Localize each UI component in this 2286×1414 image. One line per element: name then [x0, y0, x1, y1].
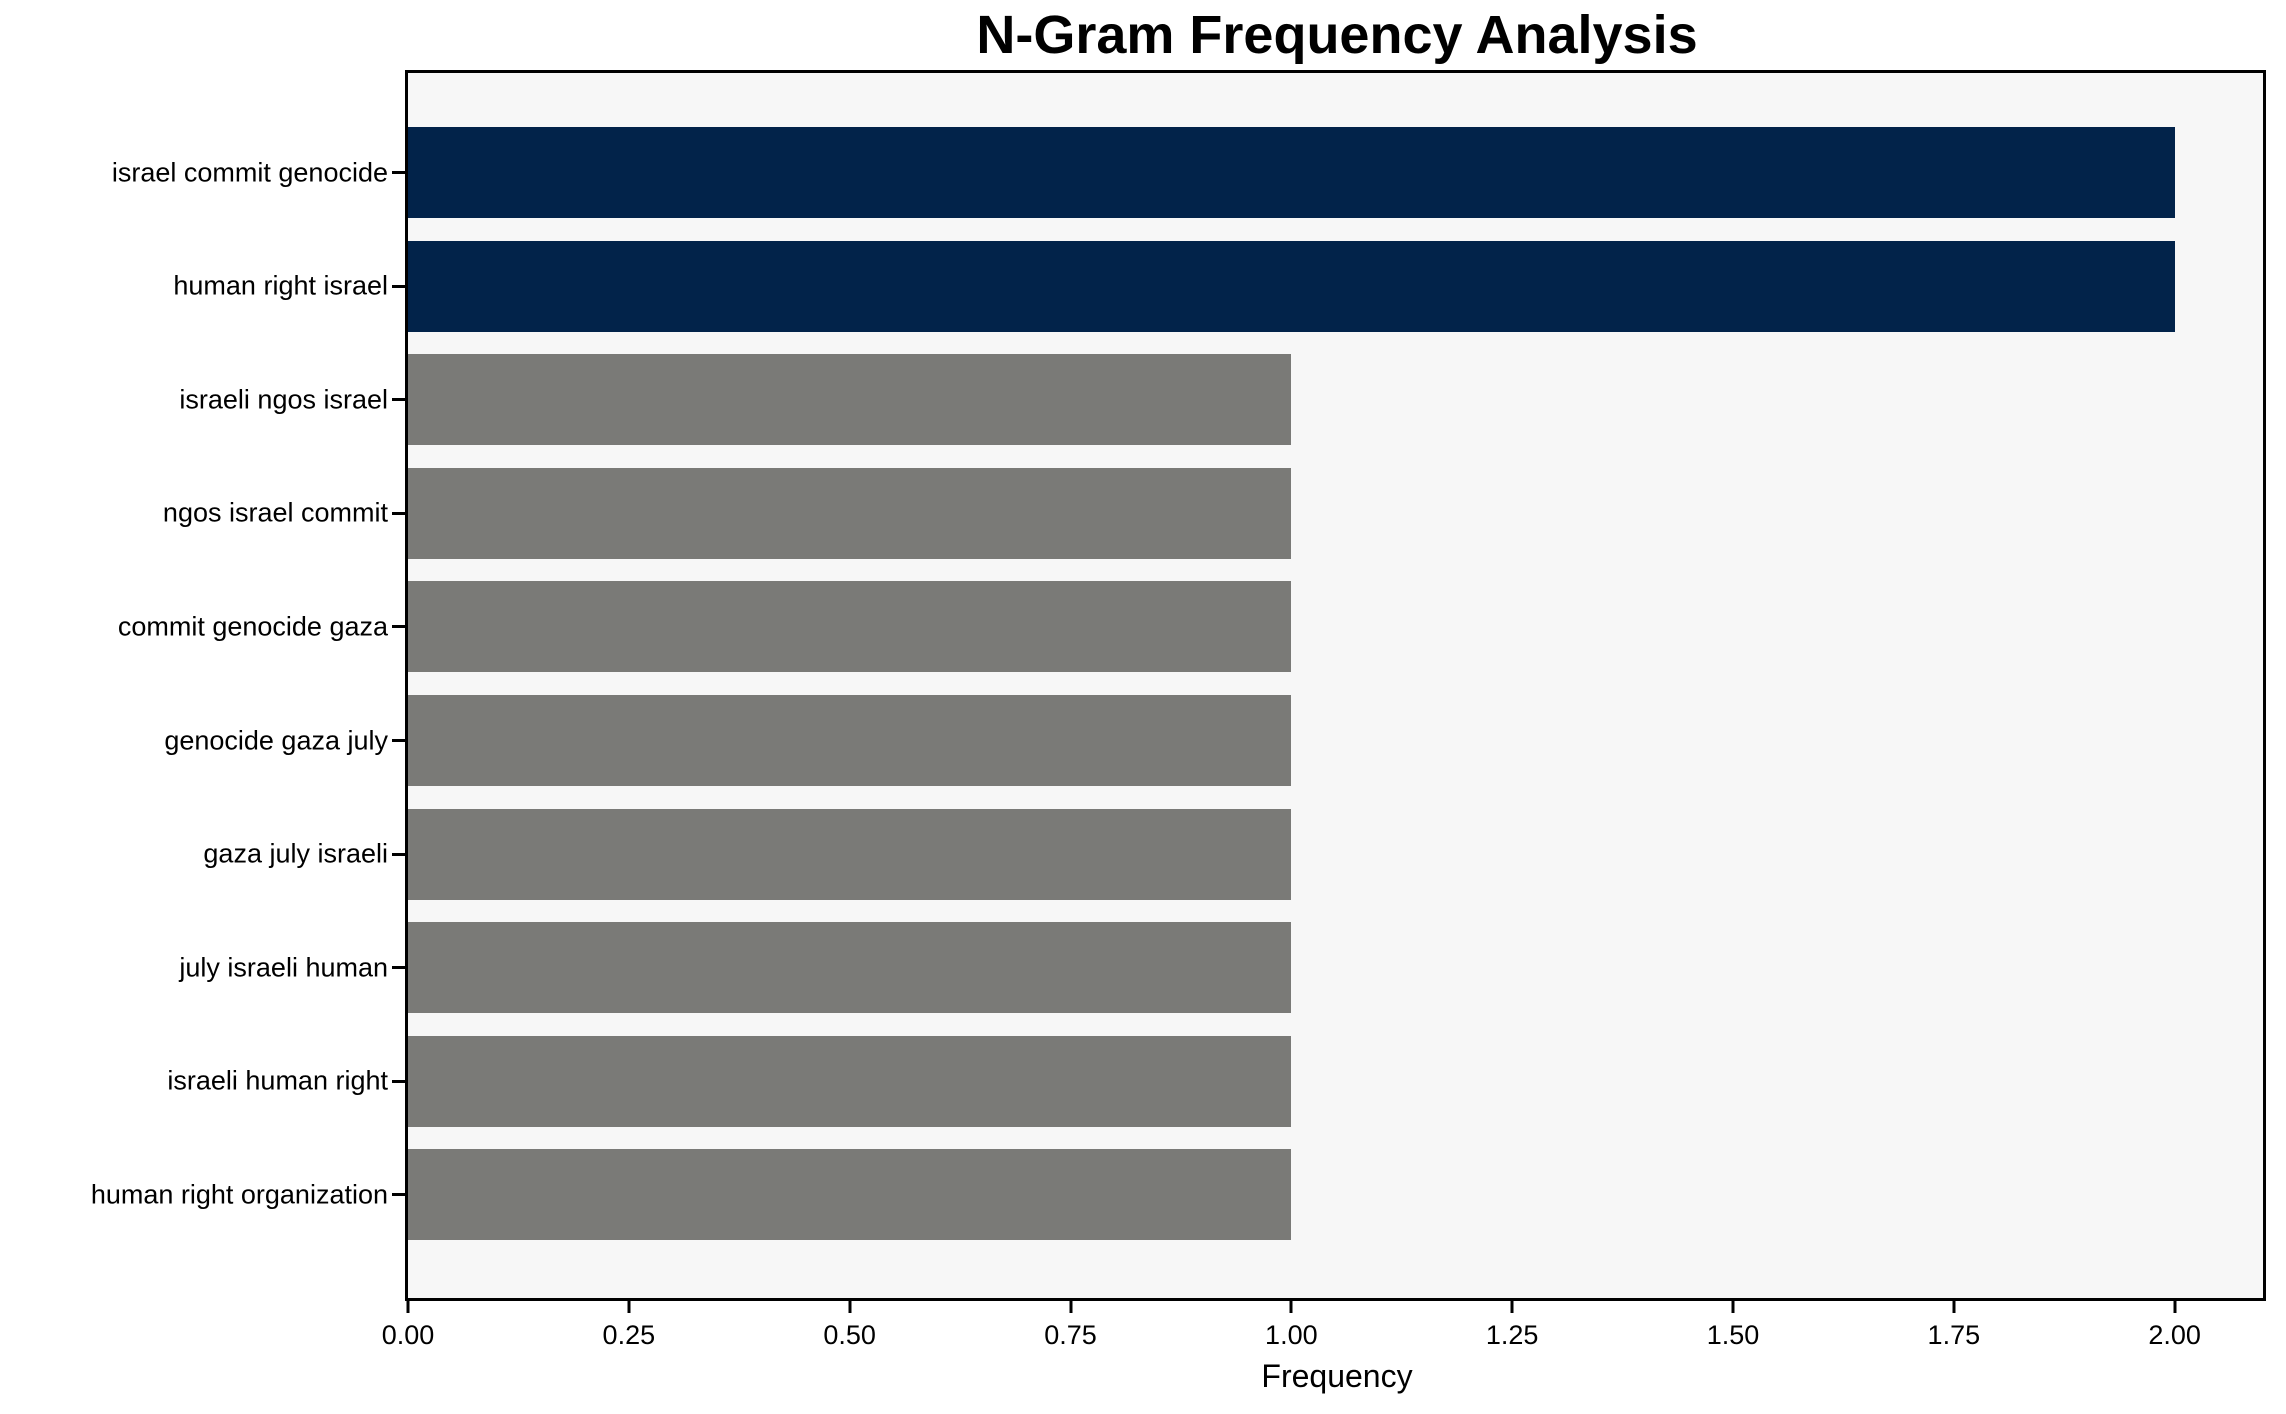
y-tick-mark: [392, 284, 405, 288]
x-tick-label: 0.25: [602, 1320, 656, 1350]
y-tick-label: ngos israel commit: [162, 497, 388, 528]
bar-israeli-human-right: [408, 1035, 1292, 1127]
bar-commit-genocide-gaza: [408, 581, 1292, 673]
y-tick-mark: [392, 625, 405, 629]
x-tick-mark: [406, 1301, 410, 1313]
bar-israeli-ngos-israel: [408, 354, 1292, 446]
bar-human-right-israel: [408, 240, 2175, 332]
y-tick-label: israeli ngos israel: [179, 384, 388, 415]
x-tick-label: 2.00: [2148, 1320, 2201, 1350]
bars-container: [408, 73, 2263, 1298]
x-tick-mark: [1952, 1301, 1956, 1313]
y-tick-label: israel commit genocide: [111, 157, 388, 187]
y-tick-label: gaza july israeli: [203, 838, 388, 869]
x-axis-title: Frequency: [1261, 1358, 1413, 1394]
plot-area: [405, 70, 2266, 1301]
chart-title: N-Gram Frequency Analysis: [976, 5, 1698, 65]
x-tick-mark: [1510, 1301, 1514, 1313]
bar-ngos-israel-commit: [408, 467, 1292, 559]
x-tick-mark: [2173, 1301, 2177, 1313]
y-tick-label: human right israel: [173, 270, 388, 301]
x-tick-label: 0.00: [381, 1320, 435, 1350]
bar-gaza-july-israeli: [408, 808, 1292, 900]
y-tick-mark: [392, 398, 405, 402]
x-tick-mark: [1069, 1301, 1072, 1313]
bar-july-israeli-human: [408, 922, 1292, 1014]
y-tick-mark: [392, 1079, 405, 1083]
bar-genocide-gaza-july: [408, 695, 1292, 786]
x-tick-label: 0.50: [823, 1320, 876, 1350]
y-tick-mark: [392, 511, 405, 515]
y-tick-label: commit genocide gaza: [117, 611, 388, 642]
y-tick-mark: [392, 966, 405, 970]
bar-israel-commit-genocide: [408, 127, 2175, 218]
y-tick-label: genocide gaza july: [164, 725, 388, 755]
x-tick-label: 1.25: [1485, 1320, 1539, 1350]
x-tick-label: 1.00: [1265, 1320, 1318, 1350]
x-tick-label: 1.75: [1927, 1320, 1981, 1350]
bar-human-right-organization: [408, 1149, 1292, 1241]
y-tick-label: israeli human right: [167, 1065, 388, 1096]
x-tick-mark: [1289, 1301, 1293, 1313]
y-tick-mark: [392, 1193, 405, 1197]
x-tick-mark: [1731, 1301, 1735, 1313]
y-tick-mark: [392, 171, 405, 174]
x-tick-mark: [848, 1301, 852, 1313]
y-tick-mark: [392, 739, 405, 742]
y-tick-mark: [392, 852, 405, 856]
x-tick-label: 1.50: [1706, 1320, 1760, 1350]
y-tick-label: july israeli human: [179, 952, 388, 983]
x-tick-mark: [627, 1301, 631, 1313]
x-tick-label: 0.75: [1044, 1320, 1097, 1350]
y-tick-label: human right organization: [90, 1179, 388, 1210]
